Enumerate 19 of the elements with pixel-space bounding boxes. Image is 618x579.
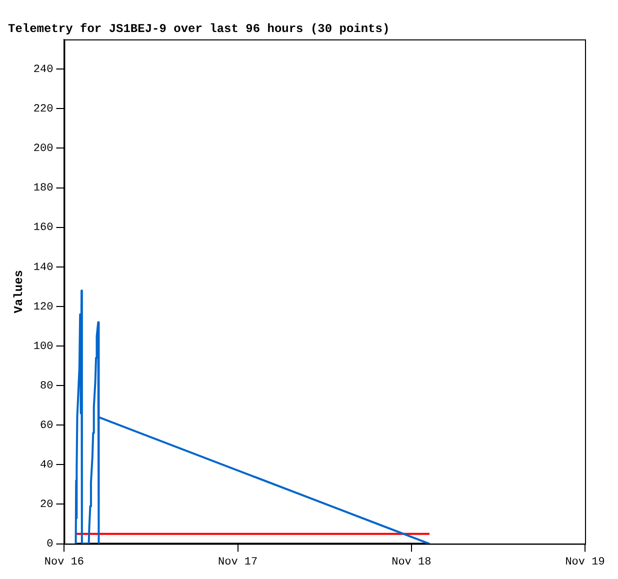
y-tick-label: 60: [40, 420, 54, 432]
y-tick-label: 160: [33, 222, 54, 234]
y-tick-label: 180: [33, 182, 54, 195]
y-tick-label: 80: [40, 380, 54, 392]
x-tick-label: Nov 17: [218, 556, 258, 568]
x-tick-label: Nov 19: [565, 556, 605, 568]
x-tick-label: Nov 18: [392, 556, 432, 568]
y-tick-label: 120: [33, 301, 54, 314]
y-tick-label: 40: [40, 460, 54, 472]
y-tick-label: 240: [33, 64, 54, 76]
y-tick-label: 20: [40, 499, 54, 512]
chart-title: Telemetry for JS1BEJ-9 over last 96 hours (30 points): [8, 22, 390, 36]
y-tick-label: 220: [33, 104, 54, 116]
x-tick-label: Nov 16: [44, 556, 84, 568]
y-tick-label: 140: [33, 262, 54, 274]
y-tick-label: 100: [33, 340, 54, 353]
y-tick-label: 0: [46, 538, 54, 551]
y-tick-label: 200: [33, 143, 54, 156]
y-axis-title: Values: [12, 270, 26, 314]
